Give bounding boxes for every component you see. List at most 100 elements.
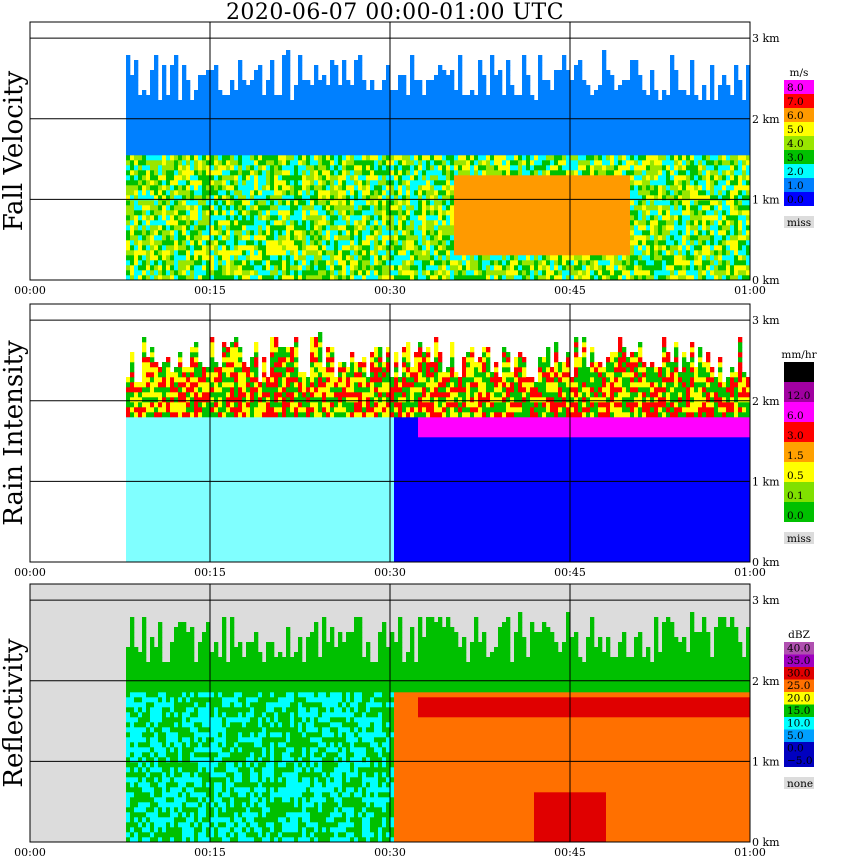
panel-fall-velocity: 0 km 1 km 2 km 3 km 00:00 00:15 00:30 00:45 01:0… [0, 21, 814, 297]
legend-swatch [784, 754, 814, 767]
legend-label: −5.0 [787, 755, 813, 767]
legend-label: 0.1 [787, 490, 804, 502]
legend-swatch [784, 704, 814, 717]
legend-label: 3.0 [787, 152, 804, 164]
x-tick-label: 00:15 [194, 284, 226, 297]
legend-label: 0.5 [787, 470, 804, 482]
legend-label: 6.0 [787, 110, 804, 122]
field-reflectivity [126, 612, 751, 843]
y-tick-label: 3 km [752, 314, 780, 327]
plot-frame [29, 303, 751, 563]
x-tick-label: 00:00 [14, 566, 46, 579]
legend-swatch [784, 692, 814, 705]
legend-miss-label: miss [787, 533, 811, 545]
legend-label: 35.0 [787, 655, 810, 667]
legend-miss-label: none [787, 778, 813, 790]
legend-swatch [784, 136, 814, 150]
legend-label: 5.0 [787, 124, 804, 136]
y-axis-label: Fall Velocity [0, 70, 29, 231]
legend-swatch [784, 717, 814, 730]
legend-label: 1.0 [787, 180, 804, 192]
panel-rain-intensity: 0 km 1 km 2 km 3 km 00:00 00:15 00:30 00:45 01:0… [0, 303, 818, 579]
legend-label: 30.0 [787, 668, 810, 680]
legend-label: 12.0 [787, 390, 810, 402]
legend-label: 3.0 [787, 430, 804, 442]
legend-label: 1.5 [787, 450, 804, 462]
legend-fall-velocity: m/s 8.0 7.0 6.0 5.0 4.0 3.0 2.0 1.0 0.0 miss [784, 67, 814, 229]
legend-label: 2.0 [787, 166, 804, 178]
y-tick-label: 2 km [752, 395, 780, 408]
panel-reflectivity: 0 km 1 km 2 km 3 km 00:00 00:15 00:30 00:45 01:0… [0, 583, 814, 859]
legend-unit: mm/hr [781, 349, 817, 361]
y-tick-label: 1 km [752, 193, 780, 206]
legend-label: 6.0 [787, 410, 804, 422]
legend-unit: dBZ [788, 629, 810, 641]
y-axis-label: Reflectivity [0, 638, 29, 787]
plot-frame [29, 21, 751, 281]
legend-label: 5.0 [787, 730, 804, 742]
y-tick-label: 2 km [752, 675, 780, 688]
y-tick-label: 1 km [752, 755, 780, 768]
x-tick-label: 00:45 [554, 284, 586, 297]
x-tick-label: 00:45 [554, 566, 586, 579]
legend-swatch [784, 679, 814, 692]
legend-unit: m/s [790, 67, 809, 79]
legend-swatch [784, 422, 814, 442]
legend-miss-label: miss [787, 217, 811, 229]
x-tick-label: 00:30 [374, 846, 406, 859]
legend-label: 40.0 [787, 643, 810, 655]
x-tick-label: 00:15 [194, 846, 226, 859]
legend-swatch [784, 402, 814, 422]
legend-swatch [784, 192, 814, 206]
legend-label: 4.0 [787, 138, 804, 150]
y-axis-label: Rain Intensity [0, 340, 29, 526]
x-tick-label: 00:45 [554, 846, 586, 859]
legend-swatch [784, 502, 814, 522]
legend-swatch [784, 150, 814, 164]
y-tick-label: 0 km [752, 556, 780, 569]
x-tick-label: 00:00 [14, 846, 46, 859]
y-tick-label: 1 km [752, 475, 780, 488]
legend-swatch [784, 462, 814, 482]
y-tick-label: 0 km [752, 274, 780, 287]
chart-title: 2020-06-07 00:00-01:00 UTC [225, 0, 565, 25]
legend-miss-swatch [784, 777, 814, 789]
legend-label: 10.0 [787, 718, 810, 730]
legend-label: 20.0 [787, 693, 810, 705]
y-tick-label: 2 km [752, 113, 780, 126]
legend-swatch [784, 642, 814, 655]
legend-label: 48.0 [787, 370, 810, 382]
legend-swatch [784, 729, 814, 742]
legend-reflectivity: dBZ 40.035.030.025.020.015.010.05.00.0−5.… [784, 629, 814, 790]
legend-swatch [784, 122, 814, 136]
y-tick-label: 3 km [752, 32, 780, 45]
plot-frame [29, 583, 751, 843]
x-tick-label: 00:00 [14, 284, 46, 297]
legend-rain-intensity: mm/hr 48.0 12.0 6.0 3.0 1.5 0.5 0.1 0.0 miss [781, 349, 817, 545]
x-tick-label: 01:00 [734, 846, 766, 859]
legend-label: 25.0 [787, 680, 810, 692]
legend-swatch [784, 442, 814, 462]
legend-miss-swatch [784, 532, 814, 544]
y-tick-label: 0 km [752, 836, 780, 849]
x-tick-label: 01:00 [734, 566, 766, 579]
legend-label: 7.0 [787, 96, 804, 108]
legend-swatch [784, 178, 814, 192]
legend-label: 0.0 [787, 194, 804, 206]
x-tick-label: 00:30 [374, 566, 406, 579]
legend-swatch [784, 108, 814, 122]
legend-label: 0.0 [787, 743, 804, 755]
legend-miss-swatch [784, 216, 814, 228]
legend-swatch [784, 482, 814, 502]
legend-label: 8.0 [787, 82, 804, 94]
legend-swatch [784, 654, 814, 667]
legend-swatch [784, 80, 814, 94]
x-tick-label: 00:30 [374, 284, 406, 297]
legend-swatch [784, 362, 814, 382]
x-tick-label: 01:00 [734, 284, 766, 297]
field-rain-intensity [126, 332, 751, 563]
legend-swatch [784, 164, 814, 178]
legend-swatch [784, 742, 814, 755]
y-tick-label: 3 km [752, 594, 780, 607]
